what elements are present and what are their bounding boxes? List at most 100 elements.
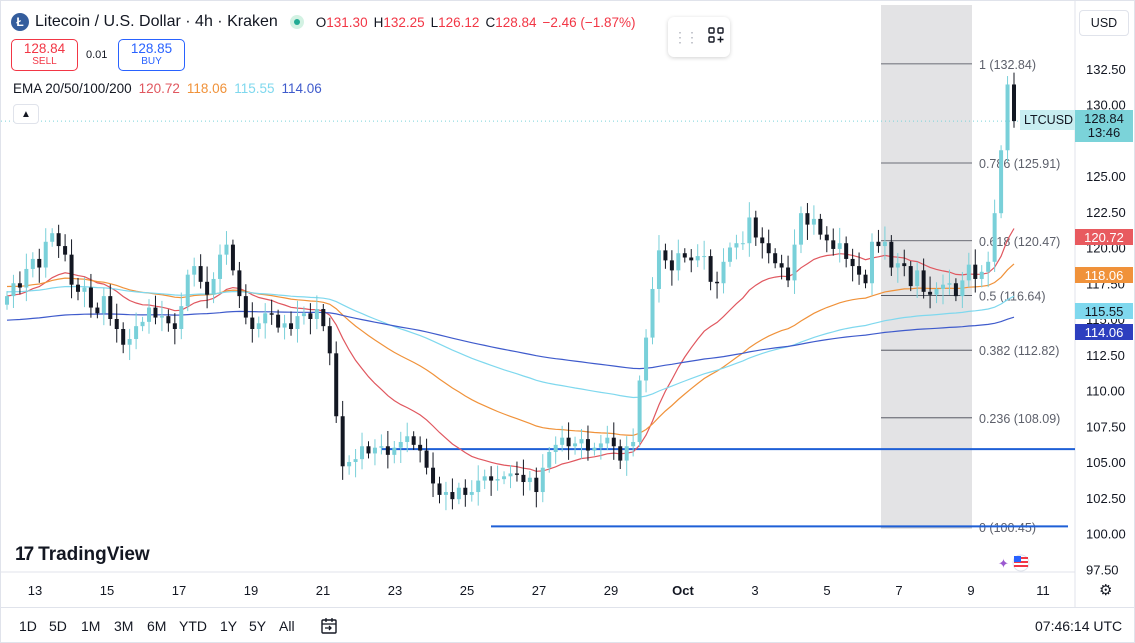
time-tick-label: 7	[895, 583, 902, 598]
candle-body	[198, 266, 203, 282]
ohlc-item: L126.12	[431, 15, 480, 30]
candle-body	[424, 450, 429, 468]
candle-body	[82, 287, 87, 292]
ema-value: 118.06	[186, 81, 228, 96]
candle-body	[973, 264, 978, 279]
collapse-legend-button[interactable]: ▲	[13, 104, 39, 124]
candle-body	[650, 288, 655, 338]
time-tick-label: 27	[532, 583, 546, 598]
candle-body	[56, 233, 61, 247]
events-flag-icon[interactable]: ✦	[997, 553, 1037, 573]
ohlc-value: 126.12	[438, 14, 480, 30]
range-button-1y[interactable]: 1Y	[220, 618, 238, 634]
candle-body	[431, 467, 436, 484]
range-button-all[interactable]: All	[279, 618, 295, 634]
candle-body	[1005, 84, 1010, 151]
ema-price-tag: 118.06	[1075, 267, 1133, 284]
candle-body	[928, 291, 933, 295]
range-button-3m[interactable]: 3M	[114, 618, 134, 634]
candle-body	[321, 308, 326, 327]
candle-body	[340, 416, 345, 467]
range-button-1m[interactable]: 1M	[81, 618, 101, 634]
candle-body	[295, 316, 300, 330]
candle-body	[37, 258, 42, 268]
tradingview-logo[interactable]: 17 TradingView	[15, 544, 150, 566]
layout-grid-icon[interactable]	[707, 26, 725, 49]
candle-body	[153, 307, 158, 318]
candle-body	[644, 337, 649, 381]
utc-clock[interactable]: 07:46:14 UTC	[1035, 618, 1123, 634]
buy-button[interactable]: 128.85 BUY	[118, 39, 185, 71]
time-tick-label: 11	[1036, 583, 1050, 598]
price-tick-label: 110.00	[1086, 384, 1125, 399]
candle-body	[656, 250, 661, 289]
candle-body	[418, 444, 423, 451]
ohlc-key: O	[315, 14, 327, 30]
candle-body	[547, 451, 552, 468]
candle-body	[585, 439, 590, 451]
candle-body	[534, 477, 539, 493]
date-range-icon[interactable]	[319, 616, 339, 636]
range-button-6m[interactable]: 6M	[147, 618, 167, 634]
candle-body	[456, 487, 461, 500]
candle-body	[740, 243, 745, 245]
fib-level-label: 0.236 (108.09)	[979, 412, 1060, 426]
candle-body	[379, 446, 384, 448]
sell-button[interactable]: 128.84 SELL	[11, 39, 78, 71]
candle-body	[682, 253, 687, 258]
candle-body	[69, 254, 74, 285]
candle-body	[895, 263, 900, 268]
ema-price-tag: 114.06	[1075, 324, 1133, 341]
candle-body	[502, 476, 507, 480]
buy-label: BUY	[141, 56, 162, 67]
drag-handle-icon[interactable]: ⋮⋮	[673, 28, 699, 45]
candle-body	[850, 258, 855, 267]
ema-label: EMA 20/50/100/200	[13, 81, 132, 96]
spread-value: 0.01	[86, 49, 108, 61]
candle-body	[940, 284, 945, 289]
symbol-title[interactable]: Litecoin / U.S. Dollar · 4h · Kraken	[35, 13, 278, 30]
candle-body	[114, 319, 119, 330]
currency-selector[interactable]: USD	[1079, 10, 1129, 36]
range-button-5d[interactable]: 5D	[49, 618, 67, 634]
fib-level-label: 0 (100.45)	[979, 521, 1036, 535]
candle-body	[482, 476, 487, 481]
candle-body	[224, 244, 229, 255]
candle-body	[966, 264, 971, 281]
candle-body	[760, 237, 765, 244]
candle-body	[140, 321, 145, 327]
time-tick-label: 21	[316, 583, 330, 598]
candle-body	[50, 233, 55, 242]
settings-gear-icon[interactable]: ⚙	[1099, 582, 1113, 599]
candle-body	[411, 436, 416, 445]
range-button-1d[interactable]: 1D	[19, 618, 37, 634]
ohlc-values: O131.30 H132.25 L126.12 C128.84 −2.46 (−1.87…	[316, 15, 636, 30]
candle-body	[598, 443, 603, 448]
ema-legend[interactable]: EMA 20/50/100/200 120.72 118.06 115.55 114.…	[13, 81, 322, 96]
candle-body	[676, 253, 681, 271]
candle-body	[11, 283, 16, 297]
candle-body	[624, 446, 629, 461]
bar-countdown: 13:46	[1087, 125, 1121, 140]
candle-body	[960, 280, 965, 297]
candle-body	[863, 274, 868, 284]
fib-level-label: 0.382 (112.82)	[979, 344, 1059, 358]
price-tick-label: 125.00	[1086, 169, 1126, 184]
buy-price: 128.85	[130, 41, 173, 56]
ema-price-tag: 120.72	[1075, 229, 1133, 246]
range-button-5y[interactable]: 5Y	[249, 618, 267, 634]
ohlc-value: 128.84	[495, 14, 537, 30]
tv-logo-icon: 17	[15, 544, 34, 565]
range-button-ytd[interactable]: YTD	[179, 618, 207, 634]
candle-body	[360, 446, 365, 460]
candle-body	[450, 492, 455, 500]
candle-body	[108, 296, 113, 319]
candle-body	[256, 323, 261, 330]
candle-body	[979, 271, 984, 279]
floating-toolbar: ⋮⋮	[668, 17, 730, 57]
candle-body	[24, 268, 29, 288]
candle-body	[289, 323, 294, 330]
ohlc-item: −2.46 (−1.87%)	[542, 15, 635, 30]
candle-body	[999, 150, 1004, 214]
